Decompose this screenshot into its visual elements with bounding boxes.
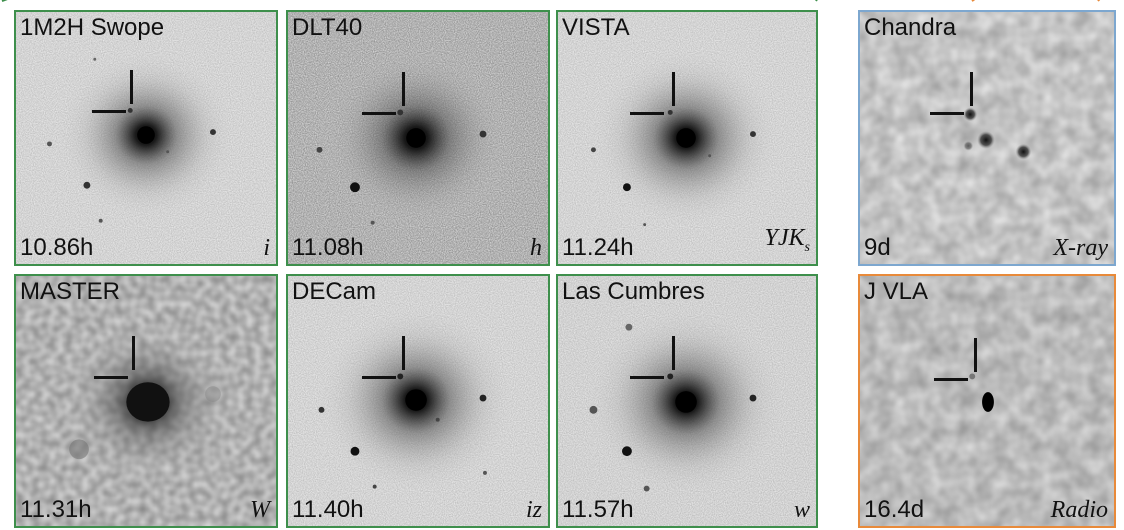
panel-time: 11.08h [292,234,364,261]
panel-time: 10.86h [20,234,94,261]
connector-line [1,0,12,2]
connector-line [971,0,985,2]
xray-image [860,12,1114,264]
panel-time: 11.24h [562,234,634,261]
panel-band: W [250,497,270,523]
panel-title: MASTER [20,278,121,305]
crosshair-vertical [672,72,675,106]
panel-time: 9d [864,234,891,261]
crosshair-horizontal [94,376,128,379]
radio-image [860,276,1114,526]
panel-title: Las Cumbres [562,278,705,305]
panel-band: Radio [1050,497,1108,523]
panel-band: h [530,235,542,261]
panel-title: Chandra [864,14,957,41]
panel-title: J VLA [864,278,929,305]
connector-line [815,0,821,2]
panel-time: 16.4d [864,496,925,523]
crosshair-horizontal [362,112,396,115]
panel-decam: DECam 11.40h iz [286,274,550,528]
panel-band: w [793,497,810,523]
panel-jvla: J VLA 16.4d Radio [858,274,1116,528]
panel-time: 11.57h [562,496,634,523]
galaxy-image [288,12,548,264]
panel-band: X-ray [1053,235,1108,261]
galaxy-image [288,276,548,526]
connector-line [1097,0,1108,2]
panel-chandra: Chandra 9d X-ray [858,10,1116,266]
galaxy-image [558,276,816,526]
crosshair-horizontal [934,378,968,381]
crosshair-horizontal [930,112,964,115]
crosshair-vertical [970,72,973,106]
panel-title: DLT40 [292,14,363,41]
crosshair-horizontal [630,376,664,379]
panel-master: MASTER 11.31h W [14,274,278,528]
panel-title: 1M2H Swope [20,14,165,41]
crosshair-vertical [402,336,405,370]
panel-band: YJKs [764,225,810,255]
galaxy-image [558,12,816,264]
panel-1m2h-swope: 1M2H Swope 10.86h i [14,10,278,266]
crosshair-horizontal [630,112,664,115]
panel-title: DECam [292,278,377,305]
panel-title: VISTA [562,14,630,41]
crosshair-vertical [974,338,977,372]
panel-time: 11.40h [292,496,364,523]
galaxy-image [16,276,276,526]
crosshair-vertical [402,72,405,106]
panel-band: iz [525,497,542,523]
crosshair-vertical [132,336,135,370]
crosshair-vertical [130,70,133,104]
galaxy-image [16,12,276,264]
panel-time: 11.31h [20,496,92,523]
crosshair-horizontal [92,110,126,113]
crosshair-vertical [672,336,675,370]
panel-las-cumbres: Las Cumbres 11.57h w [556,274,818,528]
panel-vista: VISTA 11.24h YJKs [556,10,818,266]
crosshair-horizontal [362,376,396,379]
panel-dlt40: DLT40 11.08h h [286,10,550,266]
panel-band: i [263,235,270,261]
